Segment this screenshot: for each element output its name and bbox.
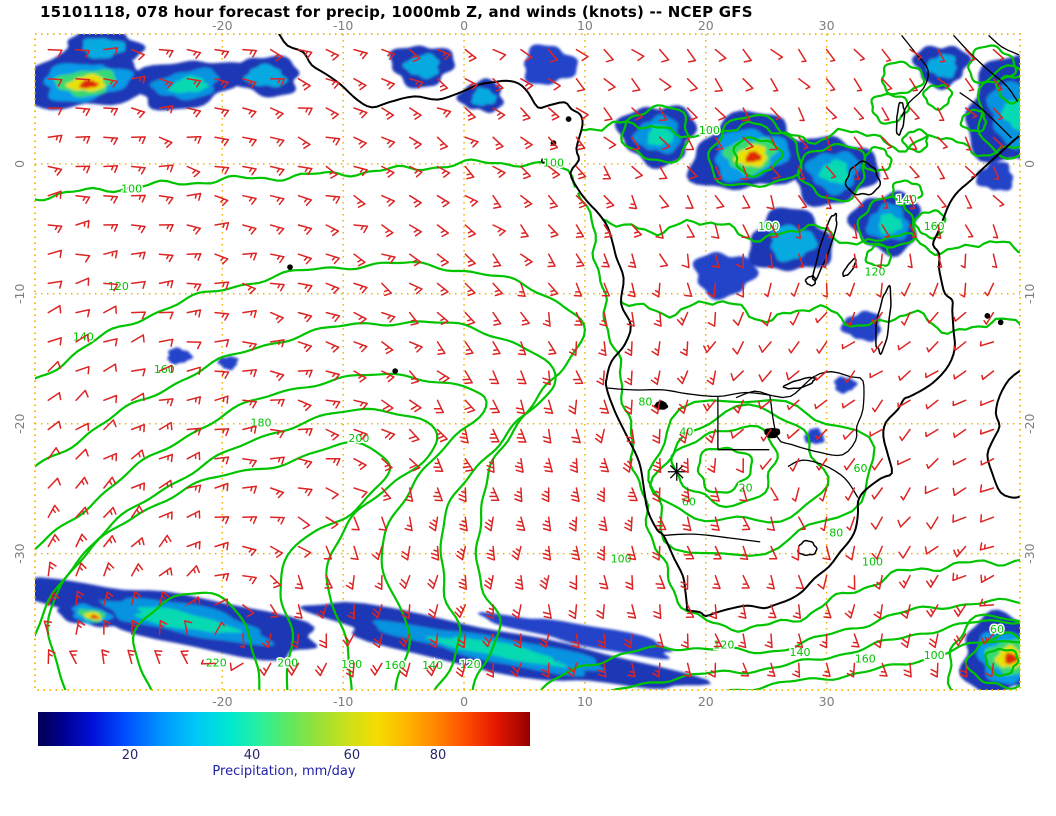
lon-tick-label-bottom: 30 xyxy=(819,694,835,709)
map-frame xyxy=(34,33,1021,691)
contour-label: 120 xyxy=(108,280,129,293)
lon-tick-label-top: -20 xyxy=(212,20,232,33)
contour-label: 160 xyxy=(924,220,945,233)
station-marker xyxy=(667,462,686,481)
lon-tick-label-top: 0 xyxy=(460,20,468,33)
contour-label-layer: 1001001201201401401601601801802002002201… xyxy=(71,123,1005,674)
lat-tick-label-left: -20 xyxy=(12,413,27,433)
contour-label: 100 xyxy=(699,124,720,137)
lon-tick-label-top: -10 xyxy=(333,20,353,33)
contour-label: 140 xyxy=(896,193,917,206)
colorbar-section: 20 40 60 80 Precipitation, mm/day xyxy=(38,712,530,779)
map-canvas: 1001001201201401401601601801802002002201… xyxy=(12,20,1037,709)
axis-label-layer: -20 -20 -10 -10 0 0 10 10 20 20 30 30 0 0 -10 -10 -20 -20… xyxy=(12,20,1037,709)
lat-tick-label-left: -10 xyxy=(12,284,27,304)
contour-label: 60 xyxy=(853,462,867,475)
contour-label: 120 xyxy=(460,658,481,671)
colorbar-tick-label: 60 xyxy=(343,748,361,763)
lon-tick-label-bottom: 10 xyxy=(577,694,593,709)
lat-tick-label-left: -30 xyxy=(12,543,27,563)
lon-tick-label-top: 10 xyxy=(577,20,593,33)
lon-tick-label-top: 20 xyxy=(698,20,714,33)
contour-label: 120 xyxy=(864,266,885,279)
contour-label: 80 xyxy=(829,527,843,540)
lon-tick-label-bottom: 20 xyxy=(698,694,714,709)
contour-label: 100 xyxy=(121,182,142,195)
lat-tick-label-right: -30 xyxy=(1022,543,1037,563)
contour-label: 100 xyxy=(611,553,632,566)
contour-label: 140 xyxy=(790,646,811,659)
figure-title: 15101118, 078 hour forecast for precip, … xyxy=(40,3,753,21)
contour-label: 220 xyxy=(206,657,227,670)
contour-label: 80 xyxy=(638,396,652,409)
contour-label: 200 xyxy=(348,432,369,445)
lat-tick-label-right: -10 xyxy=(1022,284,1037,304)
wind-barb-layer xyxy=(43,47,1005,678)
colorbar-caption: Precipitation, mm/day xyxy=(212,764,356,779)
map-layers: 1001001201201401401601601801802002002201… xyxy=(35,34,1020,690)
contour-label: 120 xyxy=(713,638,734,651)
lat-tick-label-right: -20 xyxy=(1022,413,1037,433)
contour-label: 160 xyxy=(855,653,876,666)
lon-tick-label-bottom: 0 xyxy=(460,694,468,709)
contour-label: 160 xyxy=(385,659,406,672)
coastline-layer xyxy=(278,34,1020,617)
lat-tick-label-left: 0 xyxy=(12,160,27,168)
border-river-layer xyxy=(287,34,1020,557)
contour-label: 180 xyxy=(341,658,362,671)
lon-tick-label-top: 30 xyxy=(819,20,835,33)
contour-label: 100 xyxy=(758,220,779,233)
colorbar-gradient xyxy=(38,712,530,746)
colorbar-tick-row: 20 40 60 80 xyxy=(38,746,530,763)
contour-label: 100 xyxy=(543,156,564,169)
contour-label: 100 xyxy=(862,555,883,568)
lon-tick-label-bottom: -10 xyxy=(333,694,353,709)
lat-tick-label-right: 0 xyxy=(1022,160,1037,168)
contour-label: 100 xyxy=(924,649,945,662)
colorbar-tick-label: 20 xyxy=(121,748,139,763)
contour-label: 200 xyxy=(277,657,298,670)
lon-tick-label-bottom: -20 xyxy=(212,694,232,709)
colorbar-tick-label: 80 xyxy=(429,748,447,763)
contour-label: 60 xyxy=(990,623,1004,636)
colorbar-tick-label: 40 xyxy=(243,748,261,763)
precip-shading-layer xyxy=(35,34,1020,690)
height-contour-layer xyxy=(35,44,1020,690)
contour-label: 20 xyxy=(739,481,753,494)
